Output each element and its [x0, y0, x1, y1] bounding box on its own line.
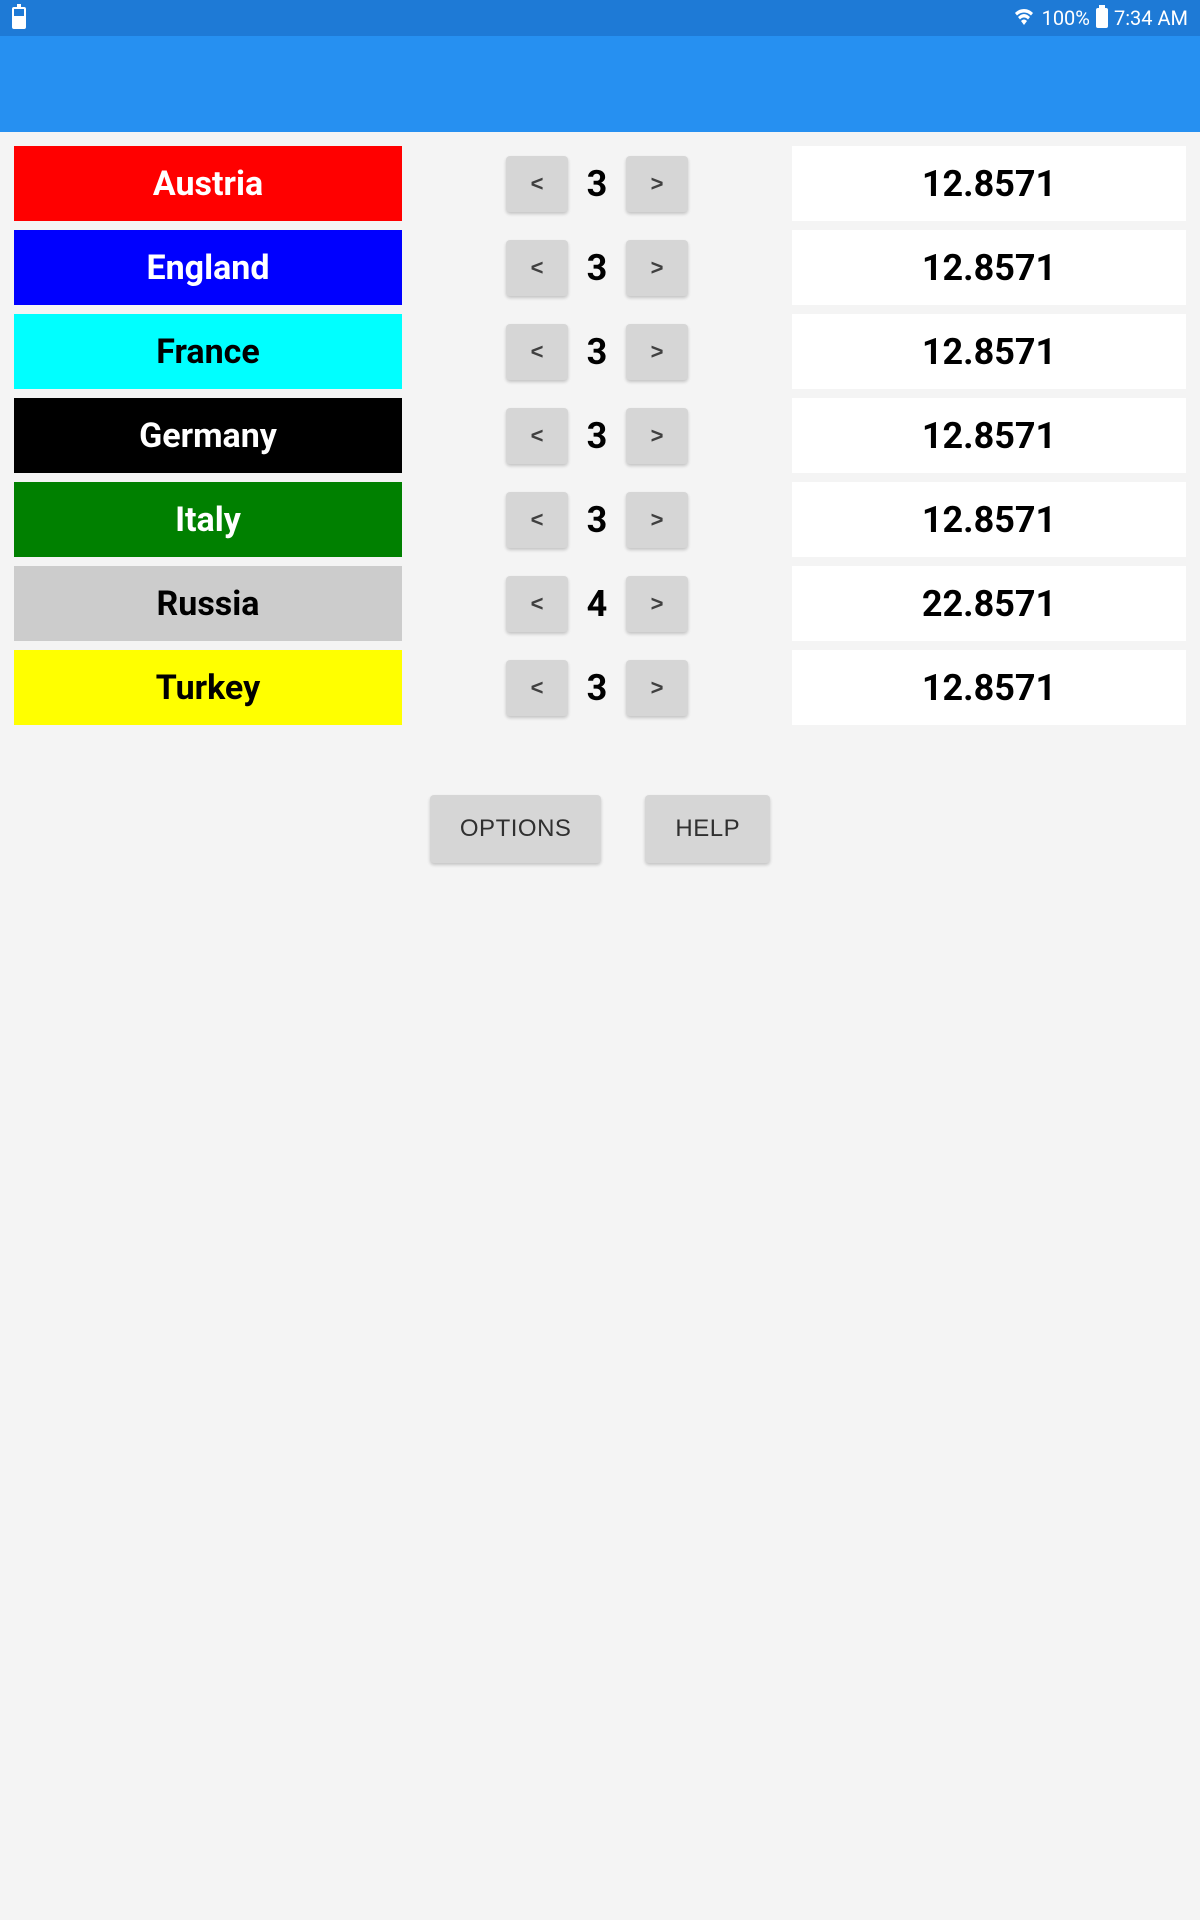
country-row: Italy <3 >12.8571	[14, 482, 1186, 557]
value-stepper: <3 >	[402, 324, 792, 380]
country-row: England <3 >12.8571	[14, 230, 1186, 305]
help-button[interactable]: HELP	[645, 795, 770, 863]
country-label: Russia	[14, 566, 402, 641]
decrement-button[interactable]: <	[506, 156, 568, 212]
country-label: Italy	[14, 482, 402, 557]
decrement-button[interactable]: <	[506, 240, 568, 296]
value-stepper: <3 >	[402, 240, 792, 296]
value-stepper: <3 >	[402, 660, 792, 716]
status-left	[12, 7, 26, 29]
status-bar: 100% 7:34 AM	[0, 0, 1200, 36]
increment-button[interactable]: >	[626, 576, 688, 632]
country-label: Turkey	[14, 650, 402, 725]
options-button[interactable]: OPTIONS	[430, 795, 602, 863]
buttons-row: OPTIONS HELP	[14, 795, 1186, 863]
stepper-value: 3	[582, 667, 612, 709]
score-value: 12.8571	[792, 482, 1186, 557]
country-label: France	[14, 314, 402, 389]
country-label: England	[14, 230, 402, 305]
stepper-value: 3	[582, 415, 612, 457]
decrement-button[interactable]: <	[506, 408, 568, 464]
decrement-button[interactable]: <	[506, 324, 568, 380]
stepper-value: 3	[582, 499, 612, 541]
battery-charging-icon	[12, 7, 26, 29]
decrement-button[interactable]: <	[506, 492, 568, 548]
value-stepper: <4 >	[402, 576, 792, 632]
value-stepper: <3 >	[402, 408, 792, 464]
score-value: 22.8571	[792, 566, 1186, 641]
country-label: Germany	[14, 398, 402, 473]
score-value: 12.8571	[792, 398, 1186, 473]
app-bar	[0, 36, 1200, 132]
status-time: 7:34 AM	[1114, 6, 1188, 30]
score-value: 12.8571	[792, 314, 1186, 389]
country-row: Austria <3 >12.8571	[14, 146, 1186, 221]
stepper-value: 4	[582, 583, 612, 625]
stepper-value: 3	[582, 247, 612, 289]
value-stepper: <3 >	[402, 492, 792, 548]
wifi-icon	[1012, 6, 1036, 31]
status-right: 100% 7:34 AM	[1012, 6, 1188, 31]
country-row: Germany <3 >12.8571	[14, 398, 1186, 473]
stepper-value: 3	[582, 331, 612, 373]
country-label: Austria	[14, 146, 402, 221]
score-value: 12.8571	[792, 146, 1186, 221]
decrement-button[interactable]: <	[506, 576, 568, 632]
increment-button[interactable]: >	[626, 660, 688, 716]
main-content: Austria<3>12.8571England<3>12.8571France…	[0, 132, 1200, 877]
country-row: Turkey <3 >12.8571	[14, 650, 1186, 725]
increment-button[interactable]: >	[626, 156, 688, 212]
value-stepper: <3 >	[402, 156, 792, 212]
increment-button[interactable]: >	[626, 240, 688, 296]
score-value: 12.8571	[792, 230, 1186, 305]
score-value: 12.8571	[792, 650, 1186, 725]
increment-button[interactable]: >	[626, 408, 688, 464]
country-row: Russia <4 >22.8571	[14, 566, 1186, 641]
increment-button[interactable]: >	[626, 492, 688, 548]
country-row: France <3 >12.8571	[14, 314, 1186, 389]
stepper-value: 3	[582, 163, 612, 205]
decrement-button[interactable]: <	[506, 660, 568, 716]
battery-icon	[1096, 8, 1108, 28]
increment-button[interactable]: >	[626, 324, 688, 380]
battery-percent: 100%	[1042, 6, 1090, 30]
